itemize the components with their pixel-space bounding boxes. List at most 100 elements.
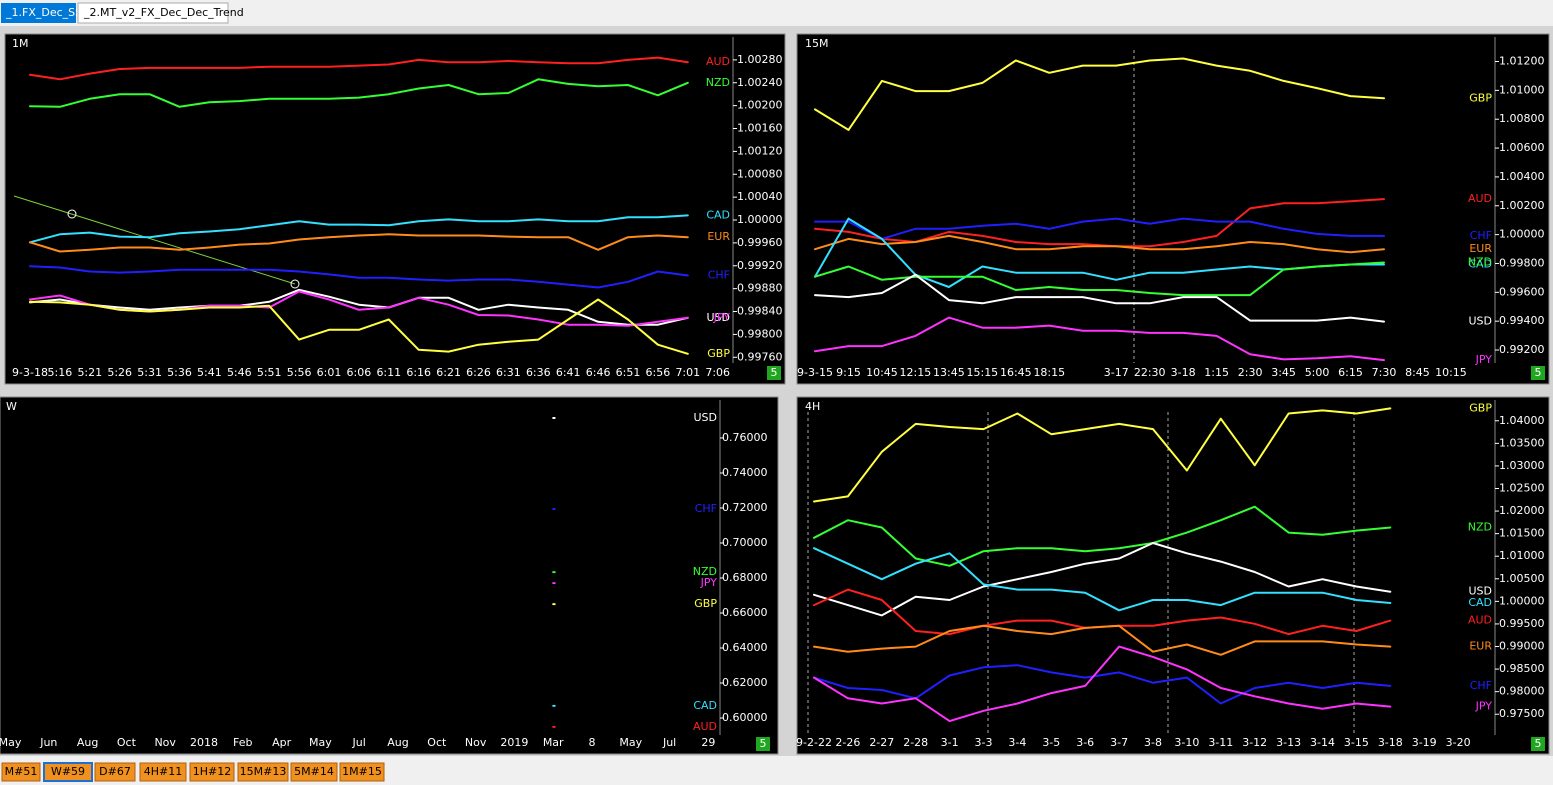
y-tick-label: 0.62000 <box>722 676 768 689</box>
y-tick-label: 1.00040 <box>737 190 783 203</box>
series-label: CAD <box>1468 596 1492 609</box>
x-tick-label: 10:15 <box>1435 366 1467 379</box>
series-line <box>813 624 1392 656</box>
x-tick-label: 3-3 <box>975 736 993 749</box>
series-label: JPY <box>1475 700 1493 713</box>
tab-label[interactable]: W#59 <box>51 765 85 778</box>
x-tick-label: 7:30 <box>1372 366 1397 379</box>
trend-handle[interactable] <box>67 209 77 219</box>
x-tick-label: Apr <box>272 736 292 749</box>
badge <box>1531 366 1545 380</box>
series-line <box>29 265 689 289</box>
tab[interactable] <box>139 762 187 782</box>
x-tick-label: 3-18 <box>1378 736 1403 749</box>
series-label: NZD <box>1468 520 1492 533</box>
tab-bar <box>0 0 1553 26</box>
x-tick-label: Nov <box>154 736 176 749</box>
y-tick-label: 0.99880 <box>737 282 783 295</box>
badge-label: 5 <box>1535 737 1542 750</box>
y-tick-label: 1.00160 <box>737 122 783 135</box>
tab[interactable] <box>1 762 41 782</box>
x-tick-label: 6:06 <box>347 366 372 379</box>
x-tick-label: 3-10 <box>1174 736 1199 749</box>
tab-label[interactable]: 4H#11 <box>144 765 182 778</box>
series-line <box>814 217 1385 240</box>
series-label: GBP <box>707 347 730 360</box>
y-tick-label: 0.66000 <box>722 606 768 619</box>
x-tick-label: 2-28 <box>903 736 928 749</box>
tab[interactable] <box>94 762 136 782</box>
series-line <box>29 56 689 81</box>
tab-label[interactable]: 1H#12 <box>193 765 231 778</box>
x-tick-label: 6:26 <box>466 366 491 379</box>
y-tick-label: 1.01500 <box>1499 527 1545 540</box>
y-tick-label: 1.03500 <box>1499 436 1545 449</box>
tab[interactable] <box>77 2 229 24</box>
x-tick-label: 18:15 <box>1033 366 1065 379</box>
series-label: CAD <box>706 208 730 221</box>
badge <box>767 366 781 380</box>
tab[interactable] <box>1 3 76 23</box>
tab-label[interactable]: M#51 <box>5 765 38 778</box>
x-tick-label: 13:45 <box>933 366 965 379</box>
x-tick-label: Feb <box>233 736 252 749</box>
y-tick-label: 0.97500 <box>1499 707 1545 720</box>
y-tick-label: 0.99200 <box>1499 343 1545 356</box>
y-tick-label: 0.98000 <box>1499 685 1545 698</box>
tab-label[interactable]: D#67 <box>99 765 131 778</box>
x-tick-label: May <box>309 736 332 749</box>
x-tick-label: 5:36 <box>167 366 192 379</box>
x-tick-label: Nov <box>465 736 487 749</box>
x-tick-label: 6:15 <box>1338 366 1363 379</box>
x-tick-label: 3-8 <box>1144 736 1162 749</box>
series-label: EUR <box>707 230 730 243</box>
tab-label[interactable]: 1M#15 <box>342 765 382 778</box>
panel <box>0 396 779 755</box>
series-label: GBP <box>1469 91 1492 104</box>
tab[interactable] <box>290 762 338 782</box>
x-tick-label: 6:46 <box>586 366 611 379</box>
x-tick-label: 3-4 <box>1008 736 1026 749</box>
series-label: CHF <box>708 268 730 281</box>
series-line <box>29 78 689 108</box>
series-line <box>813 645 1392 723</box>
y-tick-label: 1.00800 <box>1499 112 1545 125</box>
series-label: EUR <box>1469 640 1492 653</box>
tab-label[interactable]: _2.MT_v2_FX_Dec_Dec_Trend <box>83 6 244 19</box>
series-label: CHF <box>695 502 717 515</box>
tab[interactable] <box>189 762 235 782</box>
trend-handle[interactable] <box>290 279 300 289</box>
series-line <box>813 505 1392 567</box>
series-label: EUR <box>1469 242 1492 255</box>
tab-label[interactable]: 15M#13 <box>240 765 287 778</box>
panel-title: W <box>6 400 17 413</box>
y-tick-label: 0.74000 <box>722 466 768 479</box>
series-label: CHF <box>1470 679 1492 692</box>
y-tick-label: 1.00280 <box>737 53 783 66</box>
x-tick-label: 5:21 <box>77 366 102 379</box>
x-tick-label: 2019 <box>500 736 528 749</box>
series-label: NZD <box>706 76 730 89</box>
y-tick-label: 1.00000 <box>737 213 783 226</box>
tab[interactable] <box>237 762 289 782</box>
y-tick-label: 1.00400 <box>1499 170 1545 183</box>
y-tick-label: 0.99600 <box>1499 285 1545 298</box>
x-tick-label: 6:16 <box>406 366 431 379</box>
y-tick-label: 1.01000 <box>1499 83 1545 96</box>
y-tick-label: 0.60000 <box>722 711 768 724</box>
x-tick-label: 5:16 <box>48 366 73 379</box>
y-tick-label: 0.76000 <box>722 431 768 444</box>
tab-label[interactable]: _1.FX_Dec_SS <box>5 6 82 19</box>
y-tick-label: 0.99000 <box>1499 640 1545 653</box>
x-tick-label: 6:11 <box>376 366 401 379</box>
x-tick-label: Aug <box>387 736 408 749</box>
y-tick-label: 1.02000 <box>1499 504 1545 517</box>
series-label: JPY <box>700 576 718 589</box>
tab[interactable] <box>43 762 93 782</box>
x-tick-label: Jul <box>662 736 676 749</box>
tab[interactable] <box>339 762 385 782</box>
y-tick-label: 0.99500 <box>1499 617 1545 630</box>
tab-label[interactable]: 5M#14 <box>294 765 334 778</box>
